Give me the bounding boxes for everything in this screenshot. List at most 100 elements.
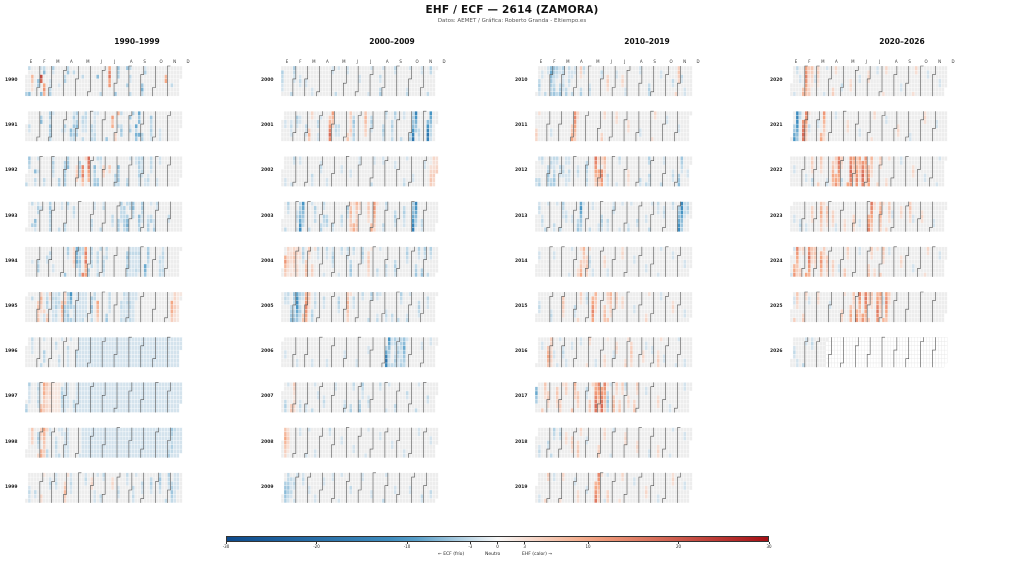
day-cell	[93, 160, 97, 166]
day-cell	[331, 177, 335, 183]
day-cell-event	[319, 160, 323, 166]
day-cell-event	[170, 341, 174, 346]
day-cell	[366, 160, 371, 166]
day-cell	[152, 210, 156, 215]
day-cell	[27, 362, 32, 368]
day-cell	[84, 169, 88, 174]
day-cell	[331, 160, 335, 166]
day-cell	[402, 136, 406, 142]
month-boundary	[140, 472, 145, 503]
day-cell	[75, 272, 79, 278]
day-cell	[27, 136, 32, 142]
day-cell	[72, 448, 76, 454]
day-cell	[426, 169, 430, 174]
day-cell	[75, 201, 79, 207]
day-cell-event	[125, 448, 130, 454]
day-cell	[69, 169, 73, 174]
day-cell	[346, 119, 350, 125]
day-cell	[102, 128, 106, 133]
day-cell	[96, 291, 100, 297]
day-cell	[63, 472, 67, 478]
day-cell-event	[90, 390, 94, 396]
day-cell	[417, 78, 421, 84]
day-cell	[75, 337, 79, 342]
day-cell	[63, 250, 67, 256]
day-cell	[78, 481, 82, 486]
day-cell	[96, 210, 100, 215]
day-cell	[66, 136, 70, 142]
day-cell-event	[131, 259, 135, 265]
day-cell-event	[128, 74, 133, 80]
day-cell	[33, 345, 38, 351]
day-cell	[24, 246, 29, 252]
day-cell	[96, 227, 100, 232]
day-cell-event	[137, 218, 141, 224]
day-cell	[283, 78, 288, 84]
day-cell-event	[27, 160, 32, 166]
day-cell	[51, 427, 55, 433]
day-cell	[72, 83, 76, 88]
day-cell	[396, 173, 400, 179]
day-cell-event	[155, 341, 159, 346]
day-cell	[405, 136, 409, 142]
day-cell	[84, 78, 88, 84]
day-cell-event	[146, 399, 150, 405]
day-cell	[33, 337, 38, 342]
day-cell-event	[110, 382, 115, 387]
day-cell	[295, 169, 299, 174]
day-cell	[75, 444, 79, 450]
day-cell-event	[75, 132, 79, 138]
day-cell	[96, 65, 100, 71]
day-cell-event	[96, 272, 100, 278]
day-cell-event	[90, 403, 94, 409]
day-cell-event	[399, 136, 403, 142]
day-cell	[161, 160, 165, 166]
day-cell	[337, 119, 341, 125]
day-cell	[319, 87, 323, 92]
day-cell-event	[54, 436, 58, 441]
day-cell-event	[110, 362, 115, 368]
day-cell-event	[378, 91, 383, 97]
day-cell-event	[48, 205, 52, 211]
day-cell	[381, 169, 386, 174]
day-cell	[360, 156, 365, 161]
day-cell	[39, 227, 43, 232]
day-cell	[45, 472, 49, 478]
day-cell-event	[63, 177, 67, 183]
day-cell	[301, 83, 305, 88]
day-cell	[170, 263, 174, 269]
day-cell-event	[63, 300, 67, 306]
day-cell-event	[36, 317, 40, 323]
day-cell	[27, 304, 32, 310]
day-cell	[24, 358, 29, 364]
day-cell-event	[102, 259, 106, 265]
day-cell	[87, 182, 91, 187]
day-cell	[134, 218, 138, 224]
day-cell-event	[155, 349, 159, 355]
day-cell	[152, 156, 156, 161]
day-cell-event	[122, 444, 127, 450]
day-cell-event	[170, 399, 174, 405]
day-cell-event	[411, 119, 415, 125]
month-boundary	[75, 66, 79, 97]
day-cell	[143, 115, 147, 120]
day-cell-event	[358, 156, 362, 161]
day-cell	[104, 132, 109, 138]
day-cell	[143, 83, 147, 88]
day-cell	[420, 111, 424, 116]
day-cell	[381, 78, 386, 84]
day-cell-event	[363, 119, 368, 125]
day-cell	[143, 205, 147, 211]
day-cell	[283, 128, 288, 133]
day-cell-event	[149, 427, 153, 433]
day-cell-event	[158, 485, 162, 491]
day-cell	[152, 498, 156, 504]
day-cell	[33, 304, 38, 310]
day-cell-event	[96, 386, 100, 392]
day-cell-event	[113, 345, 118, 351]
day-cell-event	[173, 345, 177, 351]
day-cell-event	[149, 395, 153, 400]
day-cell	[137, 65, 141, 71]
day-cell	[152, 476, 156, 482]
day-cell-event	[30, 431, 35, 437]
